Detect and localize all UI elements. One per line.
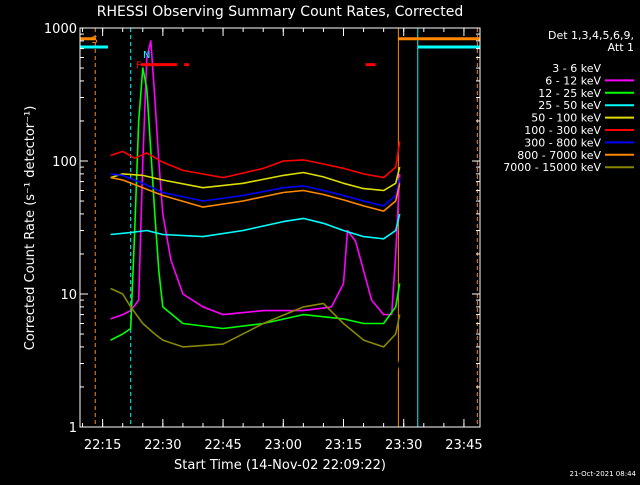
y-axis-label: Corrected Count Rate (s⁻¹ detector⁻¹) bbox=[23, 106, 38, 351]
x-tick-label-6: 23:45 bbox=[445, 438, 482, 453]
x-tick-label-5: 23:30 bbox=[385, 438, 422, 453]
legend-header-0: Det 1,3,4,5,6,9, bbox=[548, 29, 634, 42]
x-axis-label: Start Time (14-Nov-02 22:09:22) bbox=[174, 458, 386, 473]
x-tick-label-0: 22:15 bbox=[84, 438, 121, 453]
annotation-f: F bbox=[136, 61, 142, 72]
chart-title: RHESSI Observing Summary Count Rates, Co… bbox=[97, 4, 463, 20]
x-tick-label-2: 22:45 bbox=[204, 438, 241, 453]
series-line-1 bbox=[110, 40, 401, 320]
y-tick-label-2: 100 bbox=[52, 155, 77, 170]
series-line-6 bbox=[110, 173, 401, 207]
legend-label-0: 3 - 6 keV bbox=[552, 62, 601, 75]
annotation-n: N bbox=[143, 50, 150, 61]
series-line-5 bbox=[110, 141, 401, 179]
footer-timestamp: 21-Oct-2021 08:44 bbox=[570, 470, 637, 478]
reference-lines bbox=[94, 28, 478, 427]
data-series bbox=[101, 40, 405, 401]
legend-label-1: 6 - 12 keV bbox=[545, 74, 601, 87]
y-tick-label-3: 1000 bbox=[44, 22, 77, 37]
y-tick-label-0: 1 bbox=[69, 421, 77, 436]
legend-header-1: Att 1 bbox=[608, 41, 634, 54]
x-tick-label-1: 22:30 bbox=[144, 438, 181, 453]
plot-frame bbox=[79, 27, 481, 428]
flag-bars: S NF bbox=[80, 35, 480, 72]
legend-label-2: 12 - 25 keV bbox=[538, 87, 601, 100]
series-line-8 bbox=[110, 287, 401, 348]
series-line-7 bbox=[110, 176, 401, 212]
legend-label-8: 7000 - 15000 keV bbox=[503, 161, 601, 174]
series-line-2 bbox=[110, 67, 401, 341]
legend-label-4: 50 - 100 keV bbox=[531, 112, 601, 125]
x-tick-label-3: 23:00 bbox=[265, 438, 302, 453]
legend-label-3: 25 - 50 keV bbox=[538, 99, 601, 112]
series-line-0 bbox=[101, 189, 405, 401]
series-line-4 bbox=[110, 166, 401, 192]
legend-label-5: 100 - 300 keV bbox=[524, 124, 601, 137]
y-tick-label-1: 10 bbox=[60, 288, 77, 303]
annotation-s: S bbox=[91, 35, 97, 46]
x-tick-label-4: 23:15 bbox=[325, 438, 362, 453]
legend-label-6: 300 - 800 keV bbox=[524, 136, 601, 149]
legend-label-7: 800 - 7000 keV bbox=[517, 149, 601, 162]
axes: 22:15 22:30 22:45 23:00 23:15 23:30 23:45 1 10 10… bbox=[44, 22, 483, 453]
series-line-3 bbox=[110, 213, 401, 240]
